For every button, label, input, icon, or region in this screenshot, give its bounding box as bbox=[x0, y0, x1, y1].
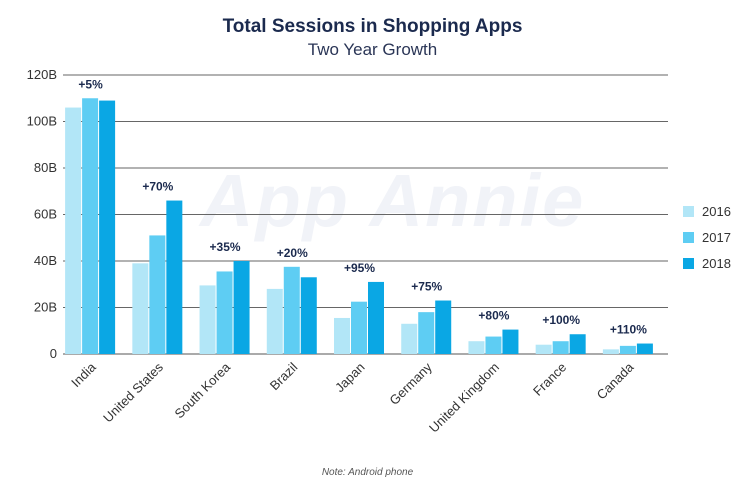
legend: 2016 2017 2018 bbox=[683, 198, 731, 276]
bar-2018 bbox=[435, 300, 452, 354]
bar-2018 bbox=[502, 329, 519, 354]
y-tick-label: 60B bbox=[34, 207, 57, 222]
legend-label: 2018 bbox=[702, 255, 731, 271]
bar-2018 bbox=[99, 100, 116, 354]
x-tick-label: Japan bbox=[332, 360, 368, 396]
legend-item-2017: 2017 bbox=[683, 224, 731, 250]
bar-2018 bbox=[569, 334, 586, 354]
bar-2016 bbox=[132, 263, 149, 354]
legend-item-2018: 2018 bbox=[683, 250, 731, 276]
bar-2018 bbox=[233, 261, 250, 354]
bar-2018 bbox=[636, 343, 653, 354]
bar-2016 bbox=[401, 323, 418, 354]
growth-label: +95% bbox=[344, 261, 375, 275]
legend-item-2016: 2016 bbox=[683, 198, 731, 224]
legend-swatch bbox=[683, 257, 694, 269]
growth-label: +80% bbox=[478, 309, 509, 323]
bar-2017 bbox=[82, 98, 99, 354]
bar-2018 bbox=[368, 281, 384, 354]
growth-label: +35% bbox=[210, 240, 241, 254]
bar-2018 bbox=[300, 277, 317, 354]
bar-2017 bbox=[216, 271, 233, 354]
bar-2017 bbox=[351, 301, 367, 354]
bar-2016 bbox=[468, 341, 485, 354]
bar-2018 bbox=[166, 200, 183, 354]
growth-label: +100% bbox=[542, 313, 580, 327]
growth-label: +20% bbox=[277, 246, 308, 260]
x-tick-label: Canada bbox=[594, 359, 637, 402]
bar-2016 bbox=[602, 349, 619, 354]
chart-title: Total Sessions in Shopping Apps bbox=[222, 16, 523, 37]
bar-2016 bbox=[334, 317, 350, 354]
x-tick-label: Germany bbox=[386, 359, 435, 408]
bar-2016 bbox=[199, 285, 216, 354]
bar-2016 bbox=[65, 107, 82, 354]
legend-label: 2016 bbox=[702, 203, 731, 219]
legend-label: 2017 bbox=[702, 229, 731, 245]
y-tick-label: 80B bbox=[34, 160, 57, 175]
legend-swatch bbox=[683, 205, 694, 217]
chart-subtitle: Two Year Growth bbox=[307, 40, 438, 59]
legend-swatch bbox=[683, 231, 694, 243]
bar-2017 bbox=[619, 345, 636, 354]
bar-2016 bbox=[535, 344, 552, 354]
bar-2017 bbox=[552, 341, 569, 354]
bar-2017 bbox=[149, 235, 166, 354]
y-tick-label: 120B bbox=[27, 67, 57, 82]
x-tick-label: United Kingdom bbox=[426, 360, 502, 436]
bar-2017 bbox=[418, 312, 435, 354]
x-tick-label: India bbox=[68, 359, 99, 390]
x-tick-label: United States bbox=[100, 359, 166, 425]
chart-note: Note: Android phone bbox=[321, 467, 414, 478]
x-tick-label: South Korea bbox=[171, 359, 233, 421]
watermark-logo: App Annie bbox=[200, 159, 586, 242]
bar-2016 bbox=[266, 288, 283, 354]
growth-label: +110% bbox=[610, 323, 647, 337]
y-tick-label: 0 bbox=[50, 346, 57, 361]
y-tick-label: 40B bbox=[34, 253, 57, 268]
x-tick-label: France bbox=[530, 360, 569, 399]
growth-label: +70% bbox=[142, 180, 173, 194]
growth-label: +5% bbox=[78, 77, 103, 91]
y-tick-label: 20B bbox=[34, 300, 57, 315]
bar-2017 bbox=[485, 336, 502, 354]
growth-label: +75% bbox=[411, 280, 442, 294]
x-tick-label: Brazil bbox=[267, 359, 301, 393]
bar-2017 bbox=[283, 266, 300, 354]
y-tick-label: 100B bbox=[27, 114, 57, 129]
